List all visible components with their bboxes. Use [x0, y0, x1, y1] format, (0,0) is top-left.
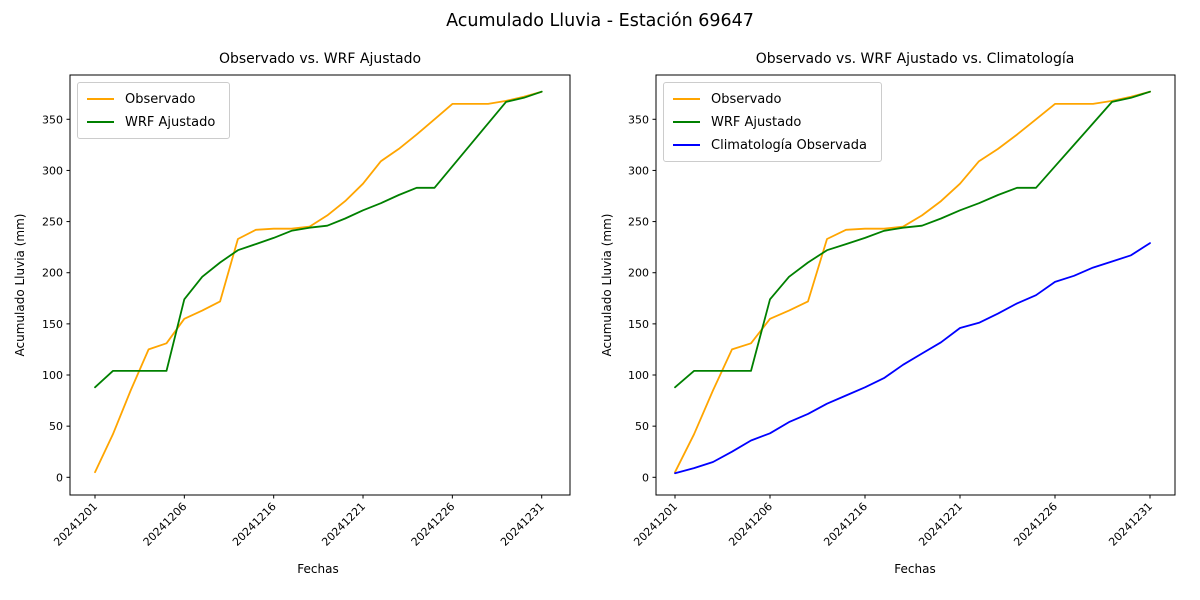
left-x-axis-label: Fechas	[297, 562, 339, 576]
legend-label: Observado	[711, 91, 782, 107]
y-tick-label: 300	[42, 164, 63, 177]
y-tick-label: 150	[42, 318, 63, 331]
y-tick-label: 300	[628, 164, 649, 177]
y-tick-label: 350	[628, 113, 649, 126]
y-tick-label: 200	[42, 267, 63, 280]
y-tick-label: 350	[42, 113, 63, 126]
y-tick-label: 50	[635, 420, 649, 433]
left-legend: Observado WRF Ajustado	[77, 82, 231, 139]
series-line-observado	[94, 90, 543, 474]
x-tick-label: 20241216	[230, 500, 279, 549]
right-legend: Observado WRF Ajustado Climatología Obse…	[663, 82, 882, 162]
x-tick-label: 20241216	[821, 500, 870, 549]
plot-frame	[655, 74, 1176, 496]
y-tick-label: 50	[49, 420, 63, 433]
legend-item-wrf-ajustado: WRF Ajustado	[673, 113, 871, 131]
wrf-ajustado-line-swatch	[673, 121, 700, 123]
right-y-axis-label: Acumulado Lluvia (mm)	[600, 213, 614, 357]
legend-item-observado: Observado	[87, 90, 219, 108]
figure-title: Acumulado Lluvia - Estación 69647	[446, 11, 754, 31]
y-tick-label: 250	[628, 216, 649, 229]
legend-label: WRF Ajustado	[711, 114, 802, 130]
x-tick-label: 20241221	[319, 500, 368, 549]
left-y-axis-label: Acumulado Lluvia (mm)	[13, 213, 27, 357]
observado-line-swatch	[673, 98, 700, 100]
right-chart-title: Observado vs. WRF Ajustado vs. Climatolo…	[755, 51, 1075, 67]
y-tick-label: 250	[42, 216, 63, 229]
x-tick-label: 20241206	[141, 500, 190, 549]
x-tick-label: 20241201	[51, 500, 100, 549]
y-tick-label: 100	[628, 369, 649, 382]
observado-line-swatch	[87, 98, 114, 100]
climatologia-line-swatch	[673, 144, 700, 146]
left-chart-title: Observado vs. WRF Ajustado	[218, 51, 422, 67]
x-tick-label: 20241231	[1106, 500, 1155, 549]
x-tick-label: 20241226	[409, 500, 458, 549]
y-tick-label: 150	[628, 318, 649, 331]
plot-frame	[69, 74, 571, 496]
series-line-wrf-ajustado	[94, 90, 543, 389]
y-tick-label: 0	[56, 471, 63, 484]
x-tick-label: 20241231	[498, 500, 547, 549]
series-line-climatolog-a-observada	[674, 242, 1151, 475]
y-tick-label: 200	[628, 267, 649, 280]
legend-item-wrf-ajustado: WRF Ajustado	[87, 113, 219, 131]
y-tick-label: 0	[642, 471, 649, 484]
legend-label: Climatología Observada	[711, 137, 867, 153]
series-line-wrf-ajustado	[674, 90, 1151, 389]
x-tick-label: 20241226	[1011, 500, 1060, 549]
legend-item-climatologia-observada: Climatología Observada	[673, 136, 871, 154]
series-line-observado	[674, 90, 1151, 474]
x-tick-label: 20241201	[631, 500, 680, 549]
legend-item-observado: Observado	[673, 90, 871, 108]
legend-label: WRF Ajustado	[125, 114, 216, 130]
x-tick-label: 20241206	[726, 500, 775, 549]
right-x-axis-label: Fechas	[894, 562, 936, 576]
x-tick-label: 20241221	[916, 500, 965, 549]
legend-label: Observado	[125, 91, 196, 107]
wrf-ajustado-line-swatch	[87, 121, 114, 123]
y-tick-label: 100	[42, 369, 63, 382]
